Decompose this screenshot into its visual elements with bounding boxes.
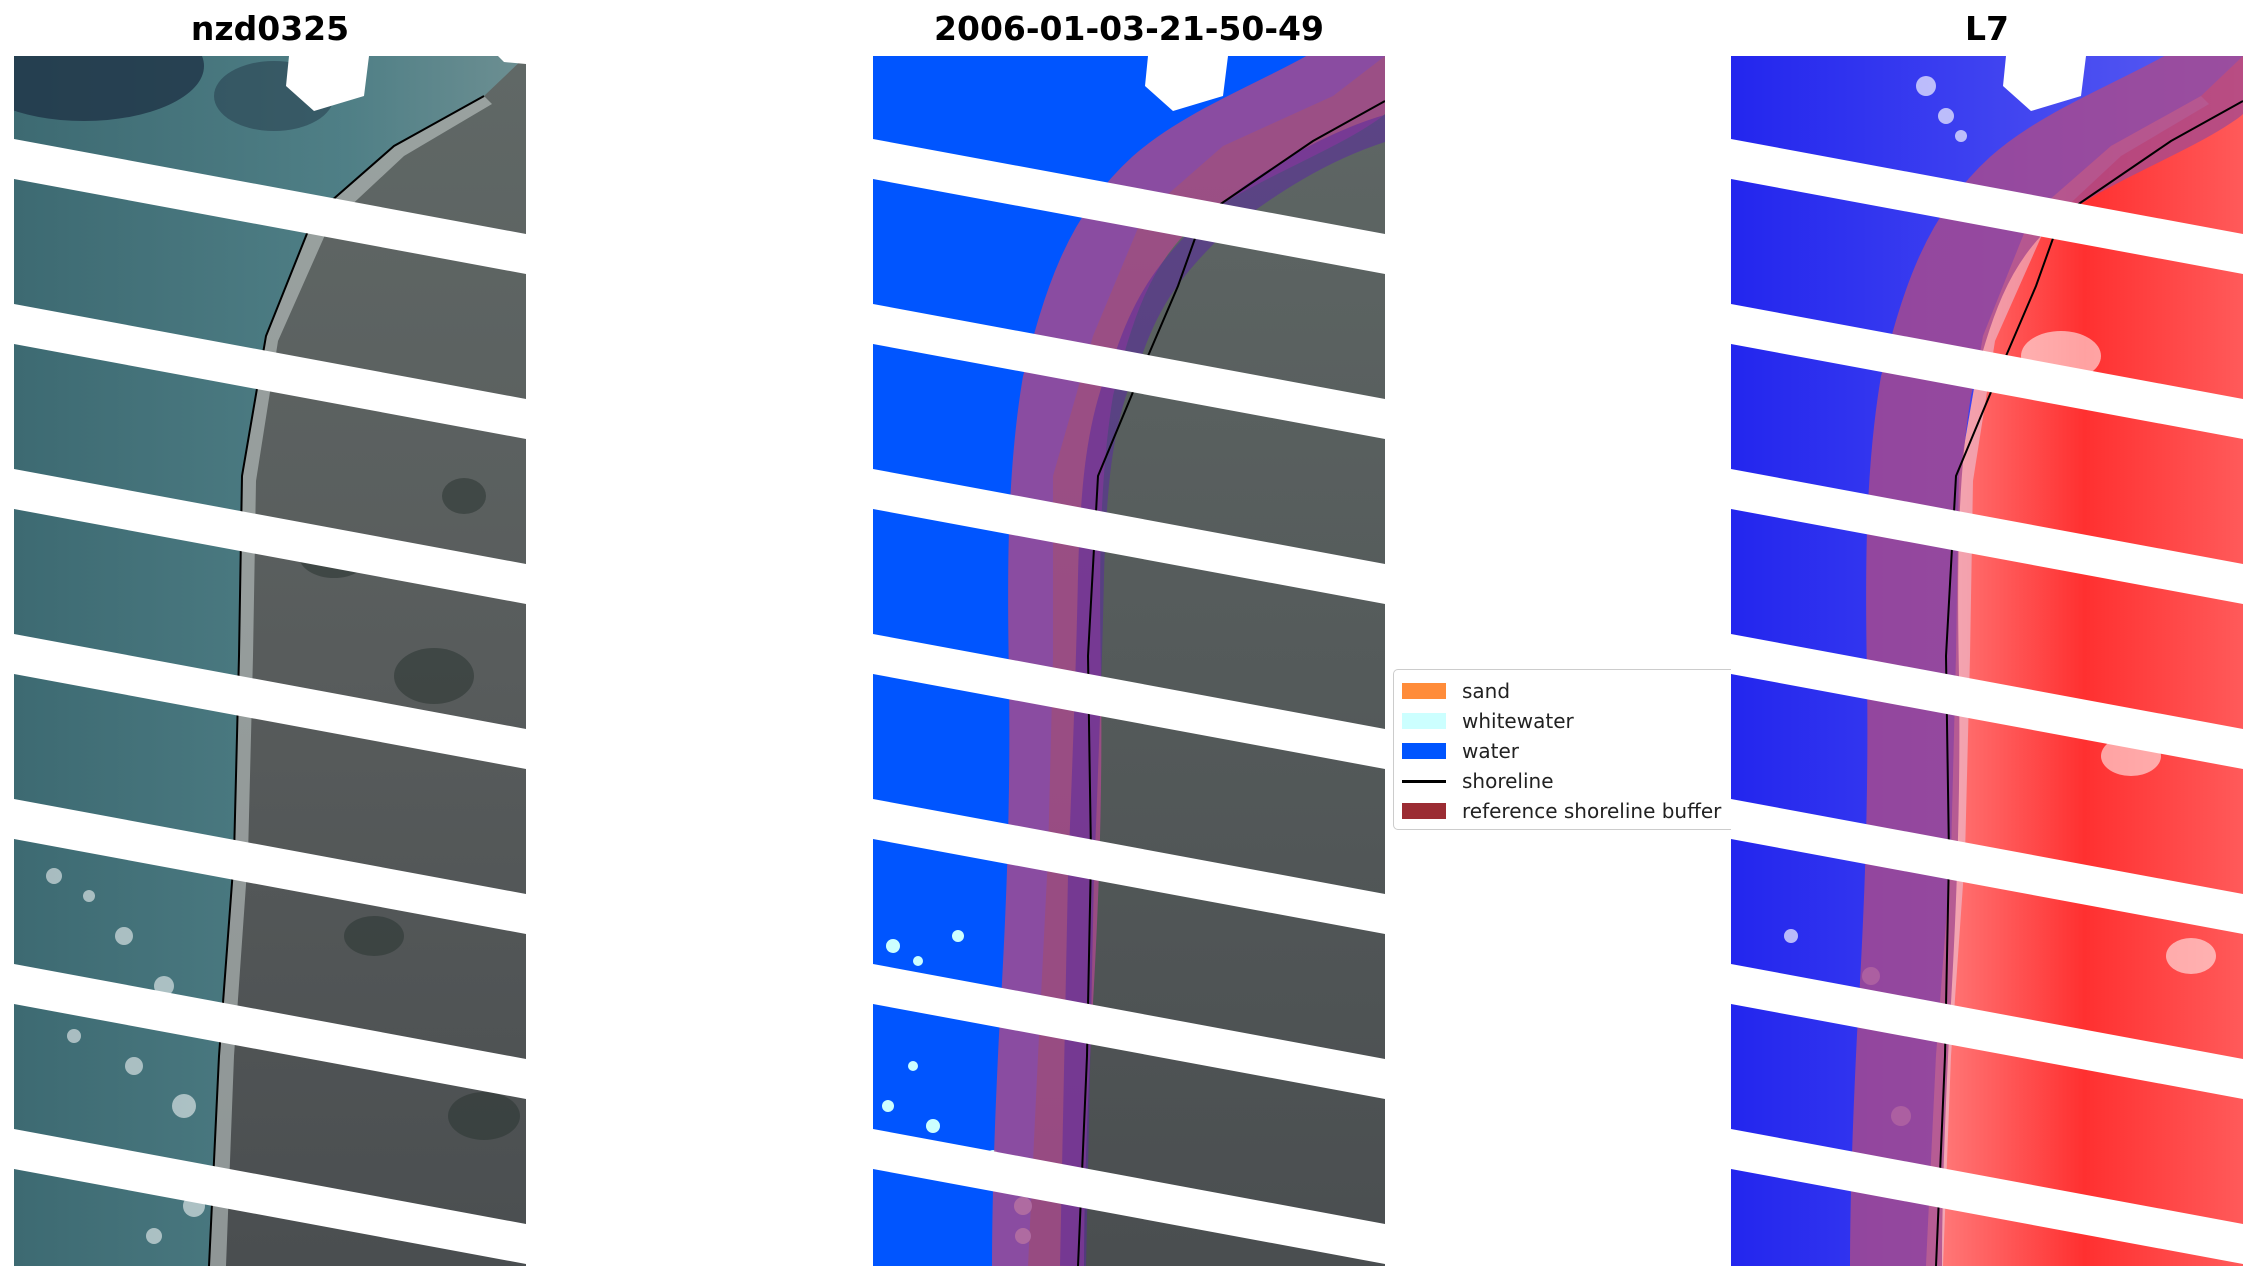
- legend-item-sand: sand: [1402, 678, 1510, 704]
- legend-label: shoreline: [1462, 769, 1554, 793]
- legend-label: water: [1462, 739, 1519, 763]
- panel-title-1: nzd0325: [190, 9, 350, 48]
- reference-buffer: [992, 56, 1385, 1266]
- classified-image: [873, 56, 1385, 1266]
- whitewater-swatch: [1402, 713, 1446, 729]
- panel-title-3: L7: [1965, 9, 2009, 48]
- panel-title-2: 2006-01-03-21-50-49: [934, 9, 1324, 48]
- rgb-image-panel: [14, 56, 526, 1266]
- classified-image-panel: [873, 56, 1385, 1266]
- index-image: [1731, 56, 2243, 1266]
- legend-item-shoreline: shoreline: [1402, 768, 1554, 794]
- legend-label: reference shoreline buffer: [1462, 799, 1722, 823]
- legend-item-whitewater: whitewater: [1402, 708, 1574, 734]
- legend: sand whitewater water shoreline referenc…: [1393, 669, 1741, 830]
- index-image-panel: [1731, 56, 2243, 1266]
- legend-item-water: water: [1402, 738, 1519, 764]
- shoreline-line: [1077, 100, 1385, 1266]
- rgb-satellite-image: [14, 56, 526, 1266]
- shoreline-line-swatch: [1402, 779, 1446, 783]
- legend-item-buffer: reference shoreline buffer: [1402, 798, 1721, 824]
- legend-label: whitewater: [1462, 709, 1574, 733]
- buffer-swatch: [1402, 803, 1446, 819]
- sand-swatch: [1402, 683, 1446, 699]
- legend-label: sand: [1462, 679, 1511, 703]
- water-swatch: [1402, 743, 1446, 759]
